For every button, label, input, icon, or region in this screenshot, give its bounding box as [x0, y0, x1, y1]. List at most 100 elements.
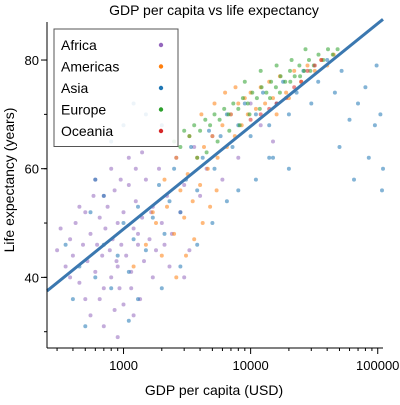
data-point-africa	[220, 177, 225, 182]
data-point-americas	[192, 237, 197, 242]
data-point-europe	[269, 79, 274, 84]
data-point-africa	[58, 226, 63, 231]
data-point-asia	[286, 112, 291, 117]
data-point-americas	[198, 183, 203, 187]
data-point-europe	[335, 47, 340, 52]
data-point-africa	[159, 221, 164, 225]
data-point-americas	[212, 101, 217, 106]
data-point-africa	[154, 248, 158, 253]
data-point-asia	[374, 63, 379, 68]
data-point-europe	[292, 74, 297, 79]
data-point-asia	[210, 221, 215, 225]
data-point-asia	[93, 275, 98, 280]
data-point-europe	[268, 96, 272, 101]
data-point-americas	[184, 253, 188, 258]
data-point-americas	[131, 264, 136, 269]
data-point-asia	[150, 215, 155, 220]
data-point-asia	[339, 68, 344, 73]
data-point-africa	[68, 237, 73, 242]
data-point-americas	[208, 204, 213, 209]
data-point-asia	[136, 204, 140, 209]
data-point-asia	[248, 134, 253, 139]
data-point-africa	[88, 231, 93, 236]
data-point-asia	[316, 79, 321, 84]
data-point-africa	[109, 275, 114, 280]
data-point-americas	[202, 145, 206, 149]
data-point-asia	[242, 101, 247, 106]
y-tick-label: 40	[25, 270, 39, 285]
data-point-asia	[286, 166, 291, 171]
data-point-europe	[227, 128, 232, 133]
data-point-europe	[273, 85, 278, 90]
data-point-africa	[55, 248, 60, 253]
data-point-europe	[208, 123, 213, 128]
axes: 1000 10000 100000 40 60 80	[25, 22, 399, 373]
legend-label: Africa	[61, 37, 97, 53]
data-point-africa	[143, 177, 148, 182]
legend-marker	[158, 85, 164, 91]
trendline	[46, 18, 384, 293]
data-point-africa	[129, 286, 134, 291]
data-point-asia	[352, 177, 356, 182]
data-point-africa	[157, 166, 161, 171]
data-point-asia	[83, 324, 88, 329]
data-point-europe	[226, 112, 231, 117]
data-point-europe	[237, 123, 242, 128]
data-point-africa	[136, 231, 140, 236]
data-point-africa	[119, 242, 124, 247]
data-point-europe	[278, 74, 283, 79]
data-point-oceania	[292, 85, 297, 90]
data-point-asia	[207, 128, 211, 133]
data-point-asia	[178, 210, 183, 215]
data-point-asia	[253, 177, 258, 182]
data-point-africa	[77, 280, 82, 285]
data-point-africa	[117, 286, 122, 291]
data-point-africa	[271, 139, 275, 144]
data-point-europe	[204, 150, 209, 155]
data-point-africa	[131, 226, 136, 231]
data-point-asia	[63, 242, 68, 247]
data-point-asia	[261, 90, 265, 95]
data-point-americas	[143, 242, 148, 247]
data-point-americas	[292, 68, 297, 73]
data-point-asia	[267, 123, 272, 128]
data-point-asia	[159, 286, 164, 291]
data-point-europe	[302, 68, 307, 73]
data-point-americas	[263, 101, 268, 106]
data-point-asia	[218, 134, 223, 139]
legend-marker	[158, 107, 164, 112]
data-point-americas	[210, 134, 215, 139]
data-point-europe	[245, 101, 250, 106]
data-point-europe	[240, 96, 245, 101]
data-point-africa	[126, 155, 131, 160]
data-point-europe	[308, 68, 313, 73]
data-point-americas	[154, 221, 158, 225]
data-point-africa	[73, 221, 78, 225]
data-point-africa	[126, 183, 131, 187]
data-point-oceania	[305, 68, 310, 73]
trendline-layer	[46, 18, 384, 293]
data-point-africa	[81, 242, 85, 247]
data-point-africa	[68, 275, 73, 280]
data-point-europe	[217, 117, 222, 122]
data-point-asia	[126, 269, 131, 274]
data-point-asia	[267, 155, 272, 160]
data-point-asia	[88, 210, 93, 215]
data-point-asia	[253, 112, 258, 117]
data-point-americas	[253, 106, 258, 111]
data-point-africa	[198, 193, 203, 198]
data-point-asia	[309, 101, 314, 106]
data-point-africa	[131, 313, 136, 318]
data-point-americas	[223, 90, 228, 95]
data-point-americas	[165, 204, 169, 209]
data-point-europe	[247, 112, 252, 117]
data-point-asia	[325, 58, 330, 62]
legend-marker	[158, 128, 164, 134]
data-point-africa	[133, 199, 138, 204]
data-point-asia	[172, 166, 177, 171]
data-point-americas	[159, 253, 164, 258]
data-point-asia	[363, 85, 368, 90]
data-point-africa	[150, 275, 155, 280]
data-point-europe	[215, 139, 220, 144]
